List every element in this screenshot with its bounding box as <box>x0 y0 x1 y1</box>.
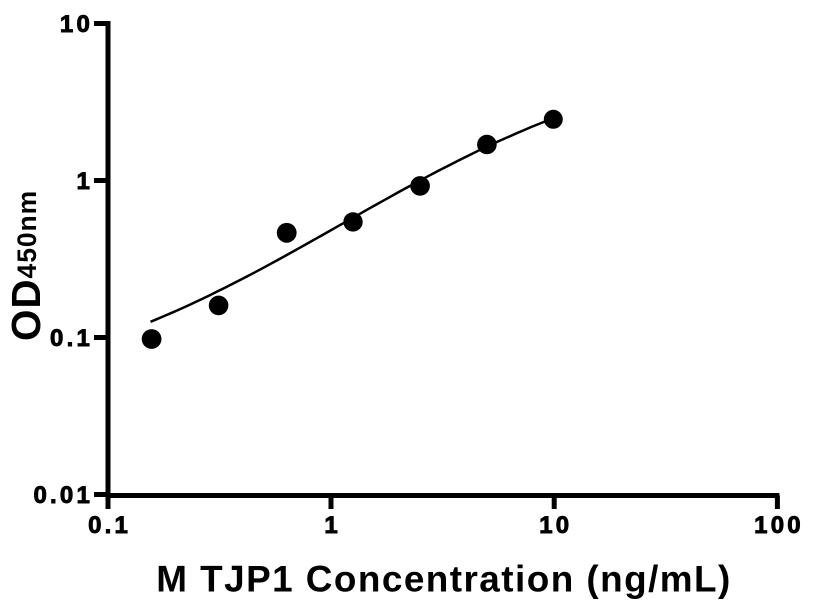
svg-text:1: 1 <box>76 168 93 195</box>
svg-text:1: 1 <box>324 512 341 539</box>
svg-text:10: 10 <box>60 11 93 38</box>
svg-text:0.1: 0.1 <box>88 512 131 539</box>
svg-text:100: 100 <box>754 512 804 539</box>
svg-text:10: 10 <box>539 512 572 539</box>
svg-text:0.1: 0.1 <box>50 325 93 352</box>
svg-text:M TJP1 Concentration (ng/mL): M TJP1 Concentration (ng/mL) <box>156 558 732 599</box>
svg-text:0.01: 0.01 <box>33 482 93 509</box>
